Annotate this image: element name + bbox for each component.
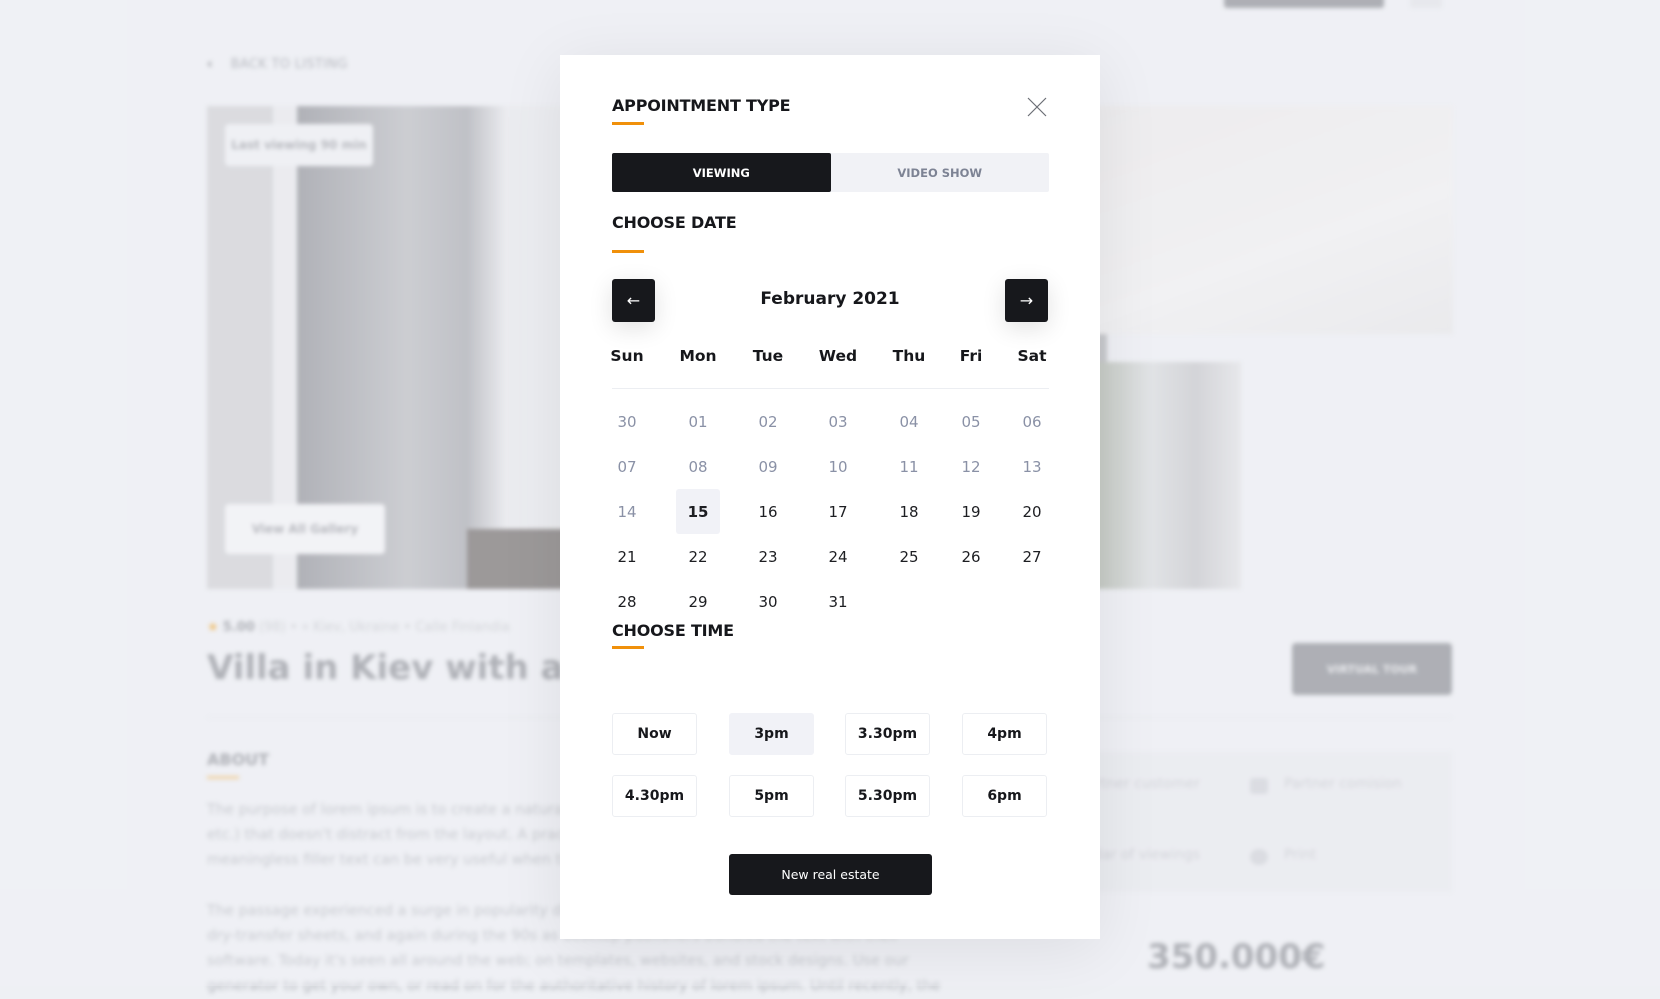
calendar-day[interactable]: 29 [688,592,708,611]
weekday-wed: Wed [818,347,858,365]
time-slot-4pm[interactable]: 4pm [962,713,1047,755]
calendar-day[interactable]: 09 [758,457,778,476]
feature-partner-comision[interactable]: Partner comision [1284,776,1402,792]
appointment-modal: APPOINTMENT TYPE VIEWING VIDEO SHOW CHOO… [560,55,1100,939]
about-underline [207,776,239,779]
feature-partner-customer[interactable]: Partner customer [1078,776,1200,792]
arrow-right-icon: → [1019,291,1034,310]
calendar-day[interactable]: 10 [828,457,848,476]
calendar-day[interactable]: 27 [1022,547,1042,566]
back-label: BACK TO LISTING [230,57,348,72]
weekday-mon: Mon [679,347,717,365]
calendar-day[interactable]: 01 [688,412,708,431]
last-viewing-badge: Last viewing 90 min [225,124,373,166]
calendar-day[interactable]: 02 [758,412,778,431]
header-button[interactable] [1224,0,1384,8]
calendar-day[interactable]: 14 [617,502,637,521]
calendar-day[interactable]: 04 [899,412,919,431]
listing-meta: ★ 5.00 (98) • ⌖ Kiev, Ukraine • Calle Fi… [207,620,510,635]
chevron-left-icon: ‹ [207,57,213,72]
calendar-day-selected[interactable]: 15 [676,489,720,534]
calendar-day[interactable]: 26 [961,547,981,566]
rating-value: 5.00 [222,620,255,635]
calendar-day[interactable]: 12 [961,457,981,476]
calendar-day[interactable]: 19 [961,502,981,521]
features-panel: Partner customer Partner comision Calend… [1053,752,1452,892]
calendar-day[interactable]: 30 [758,592,778,611]
calendar-day[interactable]: 06 [1022,412,1042,431]
appointment-type-heading: APPOINTMENT TYPE [612,96,791,115]
weekday-fri: Fri [959,347,983,365]
calendar-day[interactable]: 18 [899,502,919,521]
month-label: February 2021 [760,289,900,309]
view-all-gallery-button[interactable]: View All Gallery [225,504,385,554]
arrow-left-icon: ← [626,291,641,310]
back-to-listing-link[interactable]: ‹ BACK TO LISTING [207,57,348,72]
calendar-day[interactable]: 11 [899,457,919,476]
calendar-day[interactable]: 31 [828,592,848,611]
time-slot-4-30pm[interactable]: 4.30pm [612,775,697,817]
calendar-day[interactable]: 07 [617,457,637,476]
feature-print[interactable]: Print [1284,847,1317,863]
calendar-day[interactable]: 24 [828,547,848,566]
close-button[interactable] [1027,97,1047,117]
location-pin-icon: ⌖ [301,620,309,635]
weekday-sat: Sat [1017,347,1047,365]
weekday-thu: Thu [892,347,926,365]
time-slot-6pm[interactable]: 6pm [962,775,1047,817]
prev-month-button[interactable]: ← [612,279,655,322]
time-slot-now[interactable]: Now [612,713,697,755]
review-count: (98) [259,620,286,635]
calendar-day[interactable]: 17 [828,502,848,521]
time-slot-3pm[interactable]: 3pm [729,713,814,755]
about-heading: ABOUT [207,750,270,769]
print-icon [1250,849,1268,865]
calendar-day[interactable]: 25 [899,547,919,566]
heading-underline [612,646,644,649]
calendar-day[interactable]: 21 [617,547,637,566]
star-icon: ★ [207,620,219,635]
location: Kiev, Ukraine [313,620,400,635]
next-month-button[interactable]: → [1005,279,1048,322]
calendar-day[interactable]: 08 [688,457,708,476]
tab-video-show[interactable]: VIDEO SHOW [897,165,983,180]
calendar-day[interactable]: 28 [617,592,637,611]
calendar-day[interactable]: 16 [758,502,778,521]
close-icon [1027,97,1047,117]
time-slot-5pm[interactable]: 5pm [729,775,814,817]
weekday-tue: Tue [752,347,784,365]
weekday-sun: Sun [610,347,644,365]
street: Calle Finlandia [415,620,510,635]
calendar-day[interactable]: 05 [961,412,981,431]
heading-underline [612,250,644,253]
choose-date-heading: CHOOSE DATE [612,213,737,232]
calendar-day[interactable]: 23 [758,547,778,566]
gallery-image-2[interactable] [1090,106,1453,334]
choose-time-heading: CHOOSE TIME [612,621,734,640]
virtual-tour-button[interactable]: VIRTUAL TOUR [1292,643,1452,695]
price: 350.000€ [1147,937,1326,977]
appointment-type-tabs: VIEWING VIDEO SHOW [612,153,1049,192]
calendar-day[interactable]: 13 [1022,457,1042,476]
calendar-day[interactable]: 22 [688,547,708,566]
money-icon [1250,778,1268,794]
time-slot-3-30pm[interactable]: 3.30pm [845,713,930,755]
gallery-image-3[interactable] [1090,362,1241,589]
calendar-divider [612,388,1049,389]
calendar-day[interactable]: 20 [1022,502,1042,521]
header-avatar[interactable] [1410,0,1442,8]
calendar-day[interactable]: 30 [617,412,637,431]
submit-button[interactable]: New real estate [729,854,932,895]
heading-underline [612,122,644,125]
time-slot-5-30pm[interactable]: 5.30pm [845,775,930,817]
calendar-day[interactable]: 03 [828,412,848,431]
tab-viewing[interactable]: VIEWING [612,153,831,192]
